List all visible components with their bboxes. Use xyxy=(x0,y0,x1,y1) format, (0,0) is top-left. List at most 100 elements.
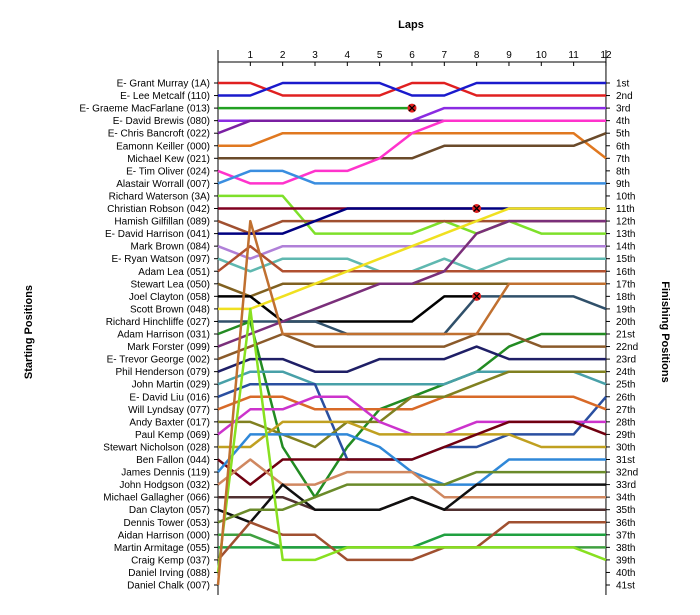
retired-marker-cross xyxy=(408,104,416,112)
series-line xyxy=(217,395,606,436)
x-tick-label: 9 xyxy=(506,50,512,61)
starting-position-label: E- Grant Murray (1A) xyxy=(117,79,210,90)
finishing-position-label: 19th xyxy=(616,304,635,315)
starting-position-label: E- Ryan Watson (097) xyxy=(111,254,210,265)
finishing-position-label: 11th xyxy=(616,204,635,215)
finishing-position-label: 15th xyxy=(616,254,635,265)
starting-positions-axis: E- Grant Murray (1A)E- Lee Metcalf (110)… xyxy=(79,79,210,592)
finishing-position-label: 23rd xyxy=(616,355,636,366)
starting-position-label: Scott Brown (048) xyxy=(130,304,210,315)
series-line xyxy=(218,207,606,311)
starting-position-label: John Hodgson (032) xyxy=(119,480,210,491)
finishing-position-label: 3rd xyxy=(616,104,630,115)
retired-marker-cross xyxy=(473,292,481,300)
series-line xyxy=(217,483,606,524)
finishing-position-label: 39th xyxy=(616,555,635,566)
x-tick-label: 8 xyxy=(474,50,480,61)
starting-position-label: Stewart Nicholson (028) xyxy=(103,442,210,453)
series-line xyxy=(218,194,606,235)
finishing-position-label: 20th xyxy=(616,317,635,328)
finishing-position-label: 36th xyxy=(616,518,635,529)
finishing-position-label: 7th xyxy=(616,154,630,165)
starting-position-label: Alastair Worrall (007) xyxy=(116,179,210,190)
x-tick-label: 11 xyxy=(568,50,579,61)
y-axis-title-left: Starting Positions xyxy=(23,285,35,379)
starting-position-label: E- David Liu (016) xyxy=(129,392,210,403)
finishing-position-label: 24th xyxy=(616,367,635,378)
series-line xyxy=(217,370,607,386)
starting-position-label: Hamish Gilfillan (089) xyxy=(114,217,210,228)
starting-position-label: Stewart Lea (050) xyxy=(131,279,211,290)
series-line xyxy=(218,420,606,449)
starting-position-label: Andy Baxter (017) xyxy=(129,417,210,428)
finishing-position-label: 12th xyxy=(616,217,635,228)
starting-position-label: Richard Hinchliffe (027) xyxy=(106,317,210,328)
finishing-position-label: 9th xyxy=(616,179,630,190)
starting-position-label: Paul Kemp (069) xyxy=(135,430,210,441)
x-tick-label: 7 xyxy=(442,50,448,61)
series-line xyxy=(217,244,606,273)
x-tick-label: 5 xyxy=(377,50,383,61)
series-line xyxy=(218,81,606,97)
x-tick-label: 4 xyxy=(345,50,351,61)
finishing-position-label: 22nd xyxy=(616,342,638,353)
starting-position-label: Eamonn Keiller (000) xyxy=(116,141,210,152)
series-lines xyxy=(216,81,607,586)
starting-position-label: Ben Fallon (044) xyxy=(136,455,210,466)
starting-position-label: Daniel Chalk (007) xyxy=(127,581,210,592)
y-axis-title-right: Finishing Positions xyxy=(659,281,671,382)
retirement-markers xyxy=(407,103,482,301)
series-line xyxy=(217,282,606,298)
starting-position-label: Adam Lea (051) xyxy=(138,267,210,278)
retired-marker xyxy=(472,291,482,301)
x-tick-label: 10 xyxy=(536,50,548,61)
finishing-position-label: 37th xyxy=(616,530,635,541)
finishing-position-label: 29th xyxy=(616,430,635,441)
starting-position-label: Craig Kemp (037) xyxy=(131,555,210,566)
starting-position-label: E- Graeme MacFarlane (013) xyxy=(79,104,210,115)
retired-marker xyxy=(407,103,417,113)
x-tick-label: 6 xyxy=(409,50,415,61)
starting-position-label: Aidan Harrison (000) xyxy=(118,530,210,541)
series-line xyxy=(217,521,606,562)
series-line xyxy=(218,295,477,323)
series-line xyxy=(218,81,606,97)
finishing-position-label: 1st xyxy=(616,79,630,90)
x-axis-title: Laps xyxy=(398,19,424,31)
series-line xyxy=(217,470,606,524)
finishing-position-label: 26th xyxy=(616,392,635,403)
starting-position-label: Martin Armitage (055) xyxy=(114,543,210,554)
series-line xyxy=(217,244,606,260)
starting-position-label: E- David Harrison (041) xyxy=(105,229,210,240)
finishing-position-label: 40th xyxy=(616,568,635,579)
starting-position-label: Daniel Irving (088) xyxy=(128,568,210,579)
finishing-position-label: 28th xyxy=(616,417,635,428)
finishing-positions-axis: 1st2nd3rd4th5th6th7th8th9th10th11th12th1… xyxy=(616,79,638,592)
finishing-position-label: 30th xyxy=(616,442,635,453)
series-line xyxy=(218,132,607,160)
starting-position-label: Michael Gallagher (066) xyxy=(103,493,210,504)
x-axis: 1 2 3 4 5 6 7 8 9 10 11 12 xyxy=(248,50,612,66)
finishing-position-label: 35th xyxy=(616,505,635,516)
finishing-position-label: 8th xyxy=(616,166,630,177)
starting-position-label: Mark Brown (084) xyxy=(131,242,210,253)
series-line xyxy=(217,345,606,373)
finishing-position-label: 13th xyxy=(616,229,635,240)
starting-position-label: Will Lyndsay (077) xyxy=(128,405,210,416)
starting-position-label: James Dennis (119) xyxy=(121,468,210,479)
finishing-position-label: 6th xyxy=(616,141,630,152)
starting-position-label: Adam Harrison (031) xyxy=(117,330,210,341)
finishing-position-label: 16th xyxy=(616,267,635,278)
x-tick-label: 12 xyxy=(600,50,612,61)
series-line xyxy=(217,119,606,185)
starting-position-label: E- Chris Bancroft (022) xyxy=(108,129,210,140)
starting-position-label: E- Lee Metcalf (110) xyxy=(120,91,210,102)
starting-position-label: Phil Henderson (079) xyxy=(116,367,211,378)
series-line xyxy=(217,219,606,235)
finishing-position-label: 18th xyxy=(616,292,635,303)
finishing-position-label: 5th xyxy=(616,129,630,140)
starting-position-label: Christian Robson (042) xyxy=(107,204,210,215)
series-line xyxy=(217,219,606,348)
starting-position-label: E- Trevor George (002) xyxy=(107,355,210,366)
finishing-position-label: 4th xyxy=(616,116,630,127)
